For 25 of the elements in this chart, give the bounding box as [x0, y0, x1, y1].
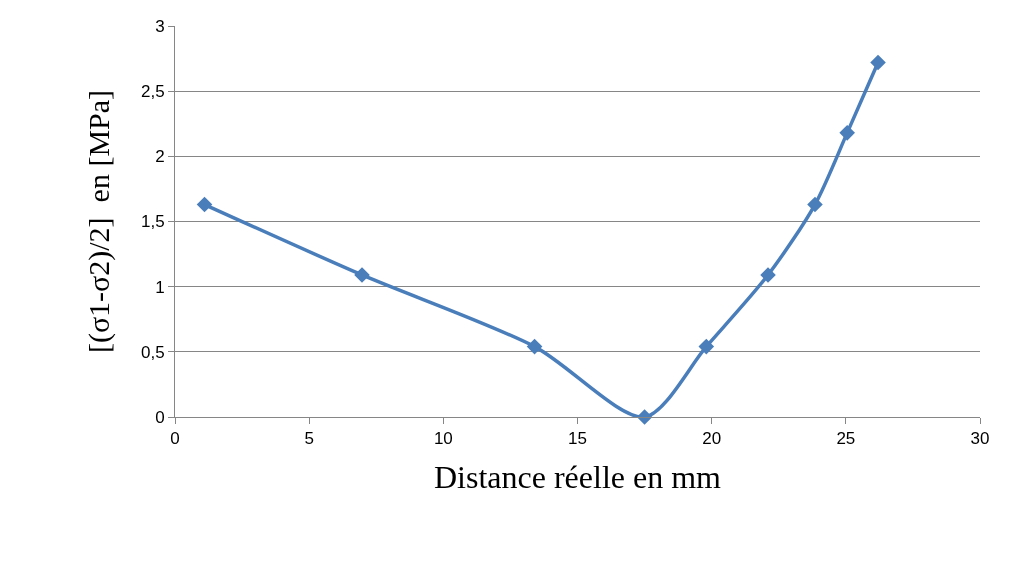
point	[354, 267, 370, 283]
point	[526, 338, 543, 355]
y-tick-label: 3	[155, 16, 165, 36]
y-tick-label: 2	[155, 147, 165, 167]
point	[698, 338, 715, 355]
x-tick-label: 0	[170, 429, 180, 449]
y-tick-label: 0	[155, 407, 165, 427]
x-tick-label: 5	[304, 429, 314, 449]
y-tick-label: 0,5	[140, 342, 165, 362]
x-tick-label: 25	[836, 429, 856, 449]
x-axis-title: Distance réelle en mm	[434, 459, 722, 496]
y-tick-label: 1,5	[140, 212, 165, 232]
y-tick-label: 1	[155, 277, 165, 297]
point	[636, 409, 653, 425]
y-axis-title: [(σ1-σ2)/2] en [MPa]	[81, 89, 116, 354]
point	[196, 196, 213, 213]
y-tick-label: 2,5	[140, 82, 165, 102]
x-tick-label: 10	[433, 429, 453, 449]
x-tick-label: 30	[970, 429, 990, 449]
point	[870, 54, 886, 71]
point	[807, 196, 823, 213]
x-tick-label: 20	[702, 429, 722, 449]
point	[839, 125, 855, 141]
point	[760, 267, 776, 283]
x-tick-label: 15	[568, 429, 587, 449]
